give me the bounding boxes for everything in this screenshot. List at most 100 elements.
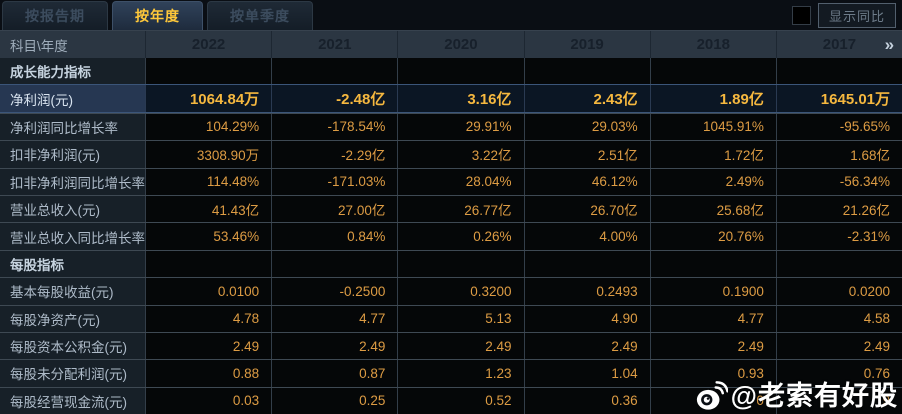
table-cell: 1064.84万 bbox=[145, 85, 272, 112]
column-header-2018[interactable]: 2018 bbox=[649, 31, 776, 58]
row-label: 扣非净利润(元) bbox=[0, 141, 145, 168]
table-cell: -56.34% bbox=[775, 168, 902, 195]
financial-table: 科目\年度 2022 2021 2020 2019 2018 2017 » 成长… bbox=[0, 30, 902, 414]
show-yoy-button[interactable]: 显示同比 bbox=[817, 3, 896, 28]
row-label: 净利润同比增长率 bbox=[0, 113, 145, 141]
table-cell: 53.46% bbox=[145, 223, 272, 250]
table-cell bbox=[649, 250, 776, 278]
table-cell: 0.87 bbox=[271, 360, 398, 387]
corner-header: 科目\年度 bbox=[10, 38, 68, 54]
show-yoy-control: 显示同比 bbox=[791, 3, 896, 28]
table-cell bbox=[649, 58, 776, 85]
tab-report-period[interactable]: 按报告期 bbox=[2, 1, 108, 30]
table-cell: -178.54% bbox=[271, 113, 398, 141]
table-cell: 1.72亿 bbox=[649, 141, 776, 168]
table-cell bbox=[775, 250, 902, 278]
table-cell: 0.0100 bbox=[145, 278, 272, 305]
table-cell: 2.49 bbox=[775, 332, 902, 360]
tab-quarterly[interactable]: 按单季度 bbox=[207, 1, 313, 30]
table-cell: 0.03 bbox=[145, 387, 272, 414]
table-cell bbox=[523, 58, 650, 85]
column-header-2022[interactable]: 2022 bbox=[145, 31, 271, 58]
table-cell: 21.26亿 bbox=[775, 195, 902, 223]
table-cell: 0.76 bbox=[775, 360, 902, 387]
table-row[interactable]: 每股经营现金流(元) 0.03 0.25 0.52 0.36 0 9 bbox=[0, 386, 902, 414]
column-header-2017[interactable]: 2017 » bbox=[775, 31, 902, 58]
table-cell: 26.70亿 bbox=[523, 195, 650, 223]
table-cell: 5.13 bbox=[397, 305, 524, 332]
table-cell: 4.00% bbox=[523, 223, 650, 250]
table-cell bbox=[145, 250, 272, 278]
table-row[interactable]: 每股资本公积金(元) 2.49 2.49 2.49 2.49 2.49 2.49 bbox=[0, 331, 902, 360]
tab-bar: 按报告期 按年度 按单季度 显示同比 bbox=[0, 0, 902, 30]
table-cell: 0.36 bbox=[523, 387, 650, 414]
row-label: 每股经营现金流(元) bbox=[0, 387, 145, 414]
table-cell: 1.68亿 bbox=[775, 141, 902, 168]
show-yoy-checkbox[interactable] bbox=[791, 6, 811, 25]
row-label: 每股净资产(元) bbox=[0, 305, 145, 332]
table-row[interactable]: 基本每股收益(元) 0.0100 -0.2500 0.3200 0.2493 0.1900… bbox=[0, 277, 902, 305]
row-label: 每股资本公积金(元) bbox=[0, 332, 145, 360]
table-cell: 2.51亿 bbox=[523, 141, 650, 168]
table-cell: 0.93 bbox=[649, 360, 776, 387]
table-cell: 28.04% bbox=[397, 168, 524, 195]
table-cell: 1045.91% bbox=[649, 113, 776, 141]
table-cell: -2.29亿 bbox=[271, 141, 398, 168]
table-cell: 41.43亿 bbox=[145, 195, 272, 223]
table-cell: 2.49 bbox=[271, 332, 398, 360]
table-cell: 0.88 bbox=[145, 360, 272, 387]
table-cell: 29.91% bbox=[397, 113, 524, 141]
table-cell: 4.90 bbox=[523, 305, 650, 332]
row-label: 成长能力指标 bbox=[0, 58, 145, 85]
table-cell: 104.29% bbox=[145, 113, 272, 141]
table-row[interactable]: 每股未分配利润(元) 0.88 0.87 1.23 1.04 0.93 0.76 bbox=[0, 359, 902, 387]
row-label: 每股指标 bbox=[0, 250, 145, 278]
table-cell: -2.48亿 bbox=[271, 85, 398, 112]
row-label: 每股未分配利润(元) bbox=[0, 360, 145, 387]
table-cell bbox=[523, 250, 650, 278]
table-cell: 1645.01万 bbox=[775, 85, 902, 112]
column-header-2020[interactable]: 2020 bbox=[397, 31, 523, 58]
table-row[interactable]: 净利润(元) 1064.84万 -2.48亿 3.16亿 2.43亿 1.89亿 1645.… bbox=[0, 84, 902, 113]
table-cell: -0.2500 bbox=[271, 278, 398, 305]
table-cell: 2.49% bbox=[649, 168, 776, 195]
table-row[interactable]: 扣非净利润(元) 3308.90万 -2.29亿 3.22亿 2.51亿 1.72亿 1.6… bbox=[0, 140, 902, 168]
table-cell: 20.76% bbox=[649, 223, 776, 250]
row-label: 扣非净利润同比增长率 bbox=[0, 168, 145, 195]
table-cell: 1.89亿 bbox=[649, 85, 776, 112]
table-cell: 3.16亿 bbox=[397, 85, 524, 112]
table-cell: 4.77 bbox=[271, 305, 398, 332]
column-header-2021[interactable]: 2021 bbox=[271, 31, 397, 58]
table-row[interactable]: 净利润同比增长率 104.29% -178.54% 29.91% 29.03% 1045.… bbox=[0, 112, 902, 141]
table-row[interactable]: 成长能力指标 bbox=[0, 58, 902, 85]
row-label: 基本每股收益(元) bbox=[0, 278, 145, 305]
table-cell: 2.43亿 bbox=[523, 85, 650, 112]
table-body: 成长能力指标 净利润(元) 1064.84万 -2.48亿 3.16亿 2.43亿 1.89… bbox=[0, 58, 902, 414]
table-cell: 0.52 bbox=[397, 387, 524, 414]
table-cell: 4.58 bbox=[775, 305, 902, 332]
table-cell bbox=[145, 58, 272, 85]
table-cell: 26.77亿 bbox=[397, 195, 524, 223]
table-row[interactable]: 每股净资产(元) 4.78 4.77 5.13 4.90 4.77 4.58 bbox=[0, 304, 902, 332]
table-cell bbox=[775, 58, 902, 85]
column-header-2019[interactable]: 2019 bbox=[523, 31, 650, 58]
table-cell bbox=[271, 58, 398, 85]
table-cell: 0.1900 bbox=[649, 278, 776, 305]
table-cell: 1.04 bbox=[523, 360, 650, 387]
more-columns-icon[interactable]: » bbox=[884, 34, 895, 54]
table-cell: -2.31% bbox=[775, 223, 902, 250]
table-cell: 1.23 bbox=[397, 360, 524, 387]
table-cell: 0.0200 bbox=[775, 278, 902, 305]
table-row[interactable]: 营业总收入(元) 41.43亿 27.00亿 26.77亿 26.70亿 25.68亿 21… bbox=[0, 194, 902, 223]
table-cell: 4.77 bbox=[649, 305, 776, 332]
row-label: 营业总收入(元) bbox=[0, 195, 145, 223]
table-cell: 0 bbox=[649, 387, 776, 414]
table-row[interactable]: 扣非净利润同比增长率 114.48% -171.03% 28.04% 46.12% 2.4… bbox=[0, 167, 902, 195]
table-cell: 2.49 bbox=[397, 332, 524, 360]
tab-annual[interactable]: 按年度 bbox=[112, 1, 203, 30]
table-row[interactable]: 营业总收入同比增长率 53.46% 0.84% 0.26% 4.00% 20.76% -2.… bbox=[0, 222, 902, 250]
table-cell: 29.03% bbox=[523, 113, 650, 141]
table-cell: 0.3200 bbox=[397, 278, 524, 305]
table-row[interactable]: 每股指标 bbox=[0, 249, 902, 278]
table-cell: 0.84% bbox=[271, 223, 398, 250]
